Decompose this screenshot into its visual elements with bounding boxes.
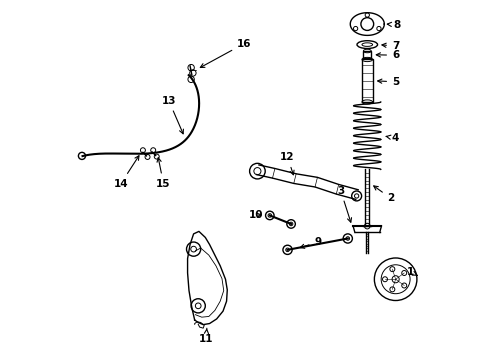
- Text: 9: 9: [300, 237, 321, 248]
- Bar: [362, 59, 372, 102]
- Text: 4: 4: [386, 133, 399, 143]
- Text: 13: 13: [162, 96, 183, 134]
- Text: 5: 5: [378, 77, 399, 87]
- Text: 8: 8: [387, 20, 401, 30]
- Text: 16: 16: [200, 39, 251, 67]
- Text: 14: 14: [114, 156, 139, 189]
- Circle shape: [392, 276, 399, 283]
- Text: 10: 10: [248, 211, 263, 220]
- Text: 7: 7: [382, 41, 399, 51]
- Bar: [364, 51, 371, 58]
- Text: 1: 1: [407, 267, 417, 277]
- Text: 6: 6: [376, 50, 399, 60]
- Text: 3: 3: [337, 186, 351, 222]
- Text: 2: 2: [374, 186, 394, 203]
- Text: 12: 12: [280, 152, 295, 175]
- Text: 15: 15: [156, 158, 171, 189]
- Text: 11: 11: [199, 328, 213, 344]
